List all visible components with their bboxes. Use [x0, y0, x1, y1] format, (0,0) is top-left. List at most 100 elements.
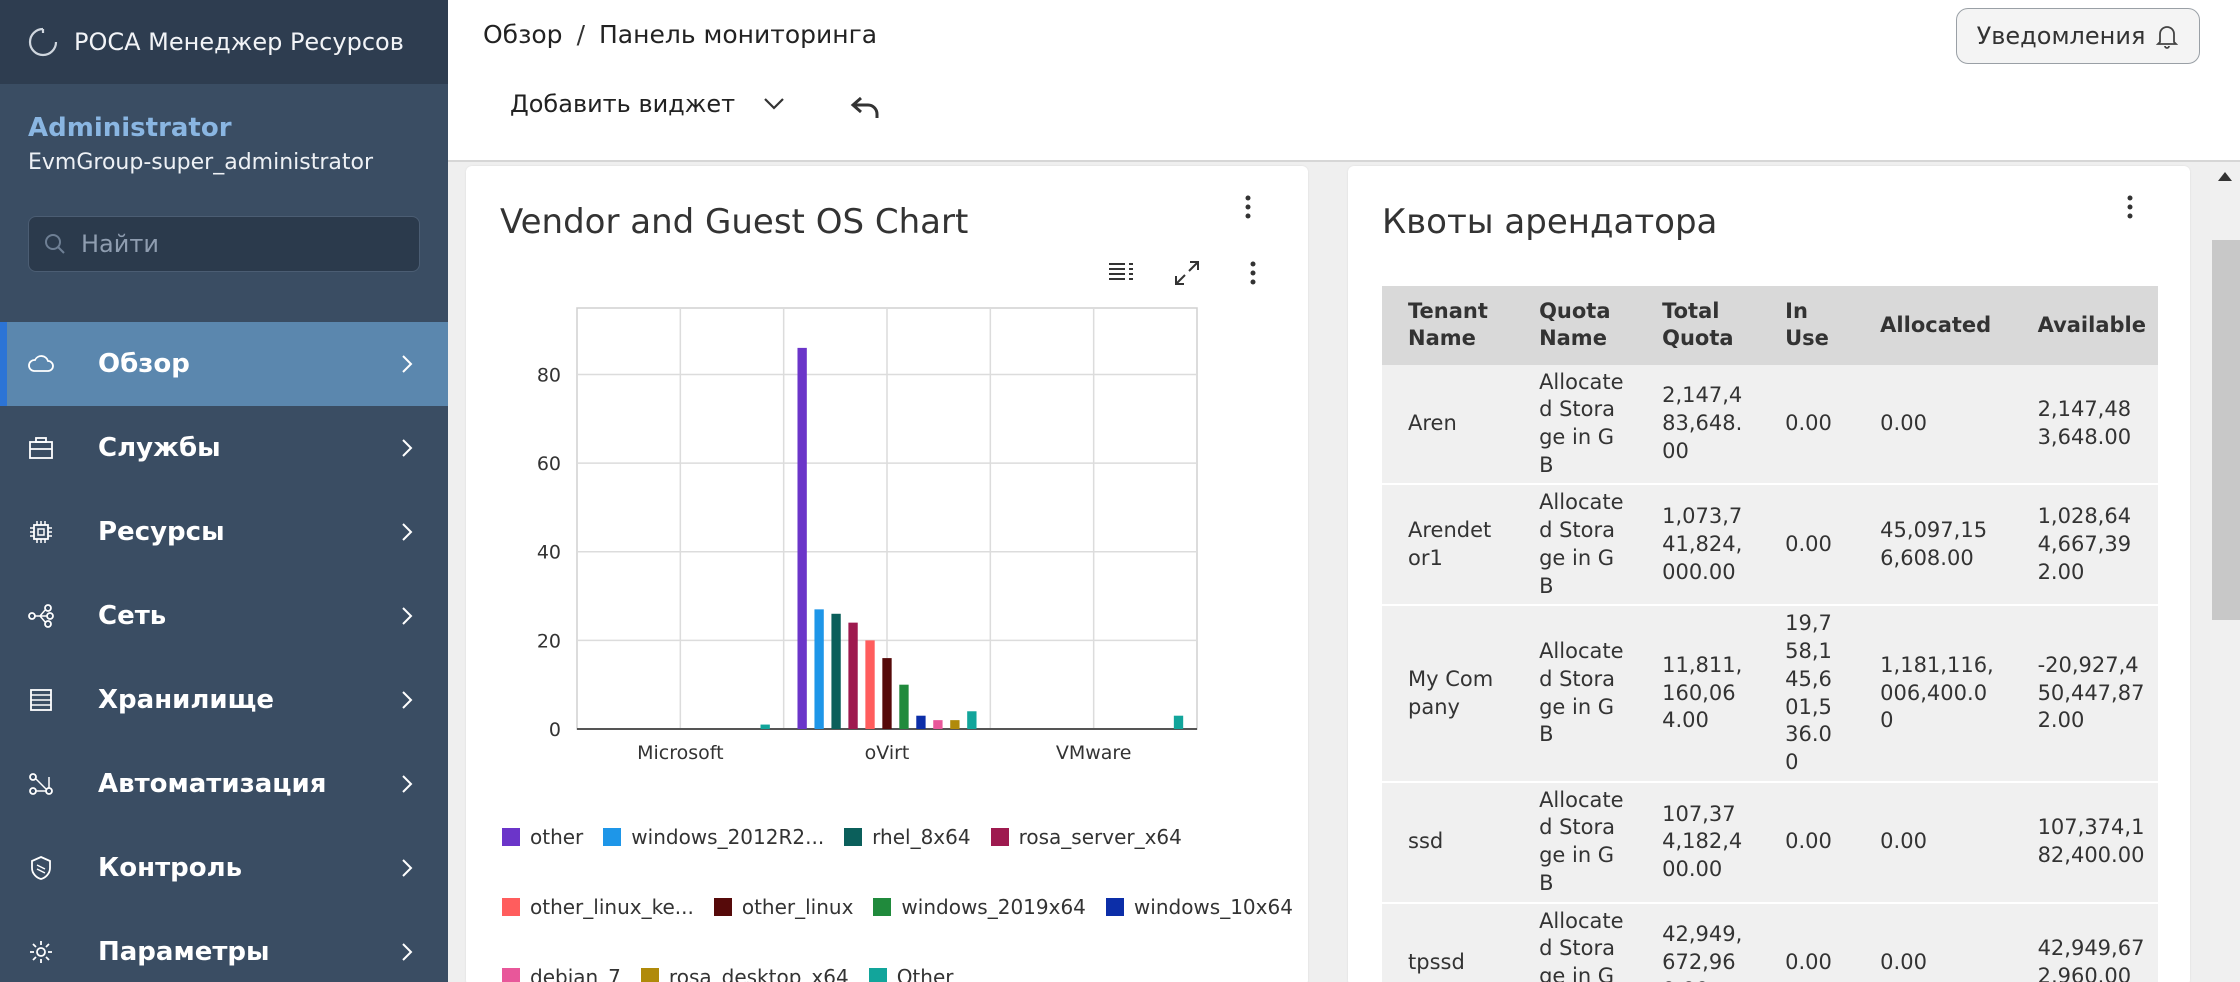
add-widget-dropdown[interactable]: Добавить виджет — [510, 90, 785, 118]
notifications-button[interactable]: Уведомления — [1956, 8, 2200, 64]
table-cell: Allocated Storage in GB — [1513, 364, 1637, 486]
chevron-right-icon — [402, 355, 413, 373]
legend-item[interactable]: debian_7 — [502, 965, 621, 982]
user-block: Administrator EvmGroup-super_administrat… — [0, 84, 448, 266]
table-header-cell[interactable]: Quota Name — [1513, 286, 1637, 365]
legend-label: debian_7 — [530, 965, 621, 982]
chart-bar — [831, 613, 841, 729]
brand-logo-icon — [28, 27, 58, 57]
legend-item[interactable]: Other — [868, 965, 953, 982]
bar-chart: 0 20 40 60 80 Microsoft oVirt VMware — [537, 307, 1198, 764]
nav-item-network[interactable]: Сеть — [0, 574, 448, 658]
chart-legend: other windows_2012R2... rhel_8x64 rosa_serv… — [502, 802, 1293, 982]
chart-bar — [1173, 715, 1184, 729]
legend-swatch — [868, 968, 887, 982]
y-tick-label: 0 — [549, 719, 561, 741]
legend-label: windows_10x64 — [1133, 895, 1293, 919]
table-cell: 1,028,644,667,392.00 — [2011, 484, 2158, 607]
table-header-cell[interactable]: Available — [2011, 286, 2158, 365]
user-name[interactable]: Administrator — [28, 113, 232, 143]
legend-item[interactable]: other — [502, 825, 583, 849]
network-icon — [28, 604, 54, 628]
legend-item[interactable]: other_linux — [713, 895, 853, 919]
chart-bar — [848, 622, 858, 729]
kebab-menu-icon[interactable] — [2126, 194, 2134, 220]
breadcrumb-parent[interactable]: Обзор — [483, 20, 563, 49]
scroll-up-arrow[interactable] — [2218, 172, 2232, 181]
legend-swatch — [844, 828, 863, 846]
sidebar: РОСА Менеджер Ресурсов Administrator Evm… — [0, 0, 448, 982]
search-input[interactable] — [81, 230, 401, 258]
automation-icon — [29, 773, 53, 795]
undo-icon[interactable] — [848, 90, 882, 124]
nav-label: Сеть — [98, 601, 167, 631]
chart-bar — [950, 720, 960, 729]
table-header-cell[interactable]: Tenant Name — [1382, 286, 1514, 365]
legend-swatch — [603, 828, 622, 846]
legend-label: rhel_8x64 — [872, 825, 971, 849]
nav-label: Автоматизация — [98, 769, 327, 799]
nav-item-control[interactable]: Контроль — [0, 826, 448, 910]
legend-item[interactable]: windows_2012R2... — [603, 825, 824, 849]
notifications-label: Уведомления — [1976, 22, 2146, 50]
expand-icon[interactable] — [1172, 258, 1202, 288]
legend-swatch — [1105, 898, 1124, 916]
chevron-down-icon — [764, 98, 784, 110]
legend-item[interactable]: windows_10x64 — [1105, 895, 1293, 919]
shield-icon — [31, 856, 51, 880]
legend-swatch — [990, 828, 1009, 846]
kebab-menu-icon[interactable] — [1244, 194, 1252, 220]
legend-label: windows_2012R2... — [631, 825, 825, 849]
legend-row: debian_7 rosa_desktop_x64 Other — [502, 942, 1292, 982]
table-row[interactable]: My Company Allocated Storage in GB 11,811,… — [1382, 605, 2158, 783]
chevron-right-icon — [402, 691, 413, 709]
chart-kebab-icon[interactable] — [1238, 258, 1268, 288]
legend-swatch — [502, 828, 520, 846]
legend-item[interactable]: other_linux_ke... — [502, 895, 694, 919]
nav-item-resources[interactable]: Ресурсы — [0, 490, 448, 574]
search-icon — [45, 234, 65, 254]
table-header-cell[interactable]: Total Quota — [1636, 286, 1760, 365]
breadcrumb-current: Панель мониторинга — [599, 20, 878, 49]
nav-item-settings[interactable]: Параметры — [0, 910, 448, 982]
table-cell: ssd — [1382, 781, 1514, 904]
nav-label: Ресурсы — [98, 517, 225, 547]
chart-bar — [760, 724, 770, 729]
brand-name: РОСА Менеджер Ресурсов — [74, 28, 404, 56]
legend-swatch — [873, 898, 892, 916]
table-header-cell[interactable]: Allocated — [1854, 286, 2012, 365]
table-cell: 0.00 — [1854, 781, 2012, 904]
table-row[interactable]: ssd Allocated Storage in GB 107,374,182,40… — [1382, 781, 2158, 904]
legend-item[interactable]: rosa_desktop_x64 — [640, 965, 849, 982]
legend-row: other_linux_ke... other_linux windows_2019… — [502, 872, 1293, 942]
table-cell: Aren — [1382, 364, 1514, 486]
table-header-cell[interactable]: In Use — [1759, 286, 1855, 365]
legend-item[interactable]: rosa_server_x64 — [990, 825, 1182, 849]
storage-icon — [30, 689, 52, 711]
nav-item-automation[interactable]: Автоматизация — [0, 742, 448, 826]
table-cell: 2,147,483,648.00 — [2011, 364, 2158, 486]
vendor-chart-widget: Vendor and Guest OS Chart 0 20 40 60 80 Micro… — [466, 166, 1308, 982]
breadcrumb: Обзор / Панель мониторинга — [483, 20, 877, 49]
table-row[interactable]: Arendetor1 Allocated Storage in GB 1,073,7… — [1382, 484, 2158, 607]
nav-item-storage[interactable]: Хранилище — [0, 658, 448, 742]
page-scrollbar[interactable] — [2210, 162, 2240, 982]
legend-toggle-icon[interactable] — [1106, 258, 1136, 288]
chart-bar — [916, 715, 926, 729]
nav-label: Хранилище — [98, 685, 275, 715]
legend-label: windows_2019x64 — [901, 895, 1086, 919]
legend-item[interactable]: rhel_8x64 — [844, 825, 971, 849]
table-cell: 107,374,182,400.00 — [1636, 781, 1760, 904]
nav-item-overview[interactable]: Обзор — [0, 322, 448, 406]
widget-title: Vendor and Guest OS Chart — [500, 202, 969, 242]
nav-item-services[interactable]: Службы — [0, 406, 448, 490]
nav-label: Службы — [98, 433, 221, 463]
table-row[interactable]: Aren Allocated Storage in GB 2,147,483,648… — [1382, 364, 2158, 486]
search-box[interactable] — [28, 216, 420, 272]
chart-bar — [882, 658, 892, 729]
x-tick-label: Microsoft — [637, 742, 723, 764]
chart-bar — [967, 711, 977, 729]
legend-item[interactable]: windows_2019x64 — [873, 895, 1086, 919]
scroll-thumb[interactable] — [2212, 240, 2240, 620]
